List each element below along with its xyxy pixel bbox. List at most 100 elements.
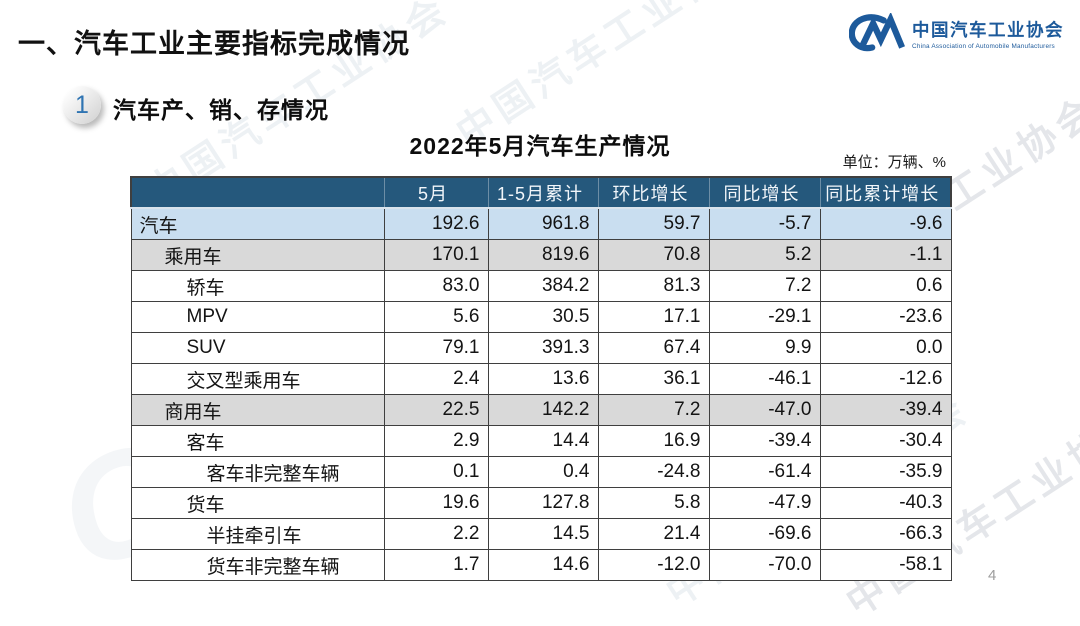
- table-row: 商用车 22.5 142.2 7.2 -47.0 -39.4: [130, 394, 952, 426]
- column-header: 环比增长: [597, 176, 710, 209]
- table-row: SUV 79.1 391.3 67.4 9.9 0.0: [130, 332, 952, 364]
- cell-value: 0.1: [383, 456, 489, 488]
- row-label: 货车非完整车辆: [130, 549, 385, 581]
- cell-value: -12.0: [597, 549, 710, 581]
- cell-value: -24.8: [597, 456, 710, 488]
- cell-value: -39.4: [819, 394, 952, 426]
- cell-value: 13.6: [487, 363, 599, 395]
- unit-label: 单位：万辆、%: [842, 154, 946, 171]
- cell-value: -23.6: [819, 301, 952, 333]
- row-label: 商用车: [130, 394, 385, 426]
- cell-value: 5.6: [383, 301, 489, 333]
- caam-logo-icon: [848, 11, 906, 58]
- cell-value: 67.4: [597, 332, 710, 364]
- cell-value: -61.4: [708, 456, 821, 488]
- cell-value: -70.0: [708, 549, 821, 581]
- row-label: 半挂牵引车: [130, 518, 385, 550]
- cell-value: 30.5: [487, 301, 599, 333]
- cell-value: 19.6: [383, 487, 489, 519]
- row-label: 货车: [130, 487, 385, 519]
- cell-value: 81.3: [597, 270, 710, 302]
- cell-value: 9.9: [708, 332, 821, 364]
- cell-value: -46.1: [708, 363, 821, 395]
- cell-value: 7.2: [708, 270, 821, 302]
- table-row: 货车 19.6 127.8 5.8 -47.9 -40.3: [130, 487, 952, 519]
- cell-value: -29.1: [708, 301, 821, 333]
- cell-value: 170.1: [383, 239, 489, 271]
- table-title: 2022年5月汽车生产情况: [409, 133, 671, 159]
- cell-value: -9.6: [819, 207, 952, 240]
- cell-value: 0.4: [487, 456, 599, 488]
- cell-value: 83.0: [383, 270, 489, 302]
- cell-value: 59.7: [597, 207, 710, 240]
- page-number: 4: [988, 567, 997, 584]
- table-row: 货车非完整车辆 1.7 14.6 -12.0 -70.0 -58.1: [130, 549, 952, 581]
- cell-value: 14.5: [487, 518, 599, 550]
- cell-value: 2.2: [383, 518, 489, 550]
- table-row: 客车非完整车辆 0.1 0.4 -24.8 -61.4 -35.9: [130, 456, 952, 488]
- table-row: 汽车 192.6 961.8 59.7 -5.7 -9.6: [130, 207, 952, 240]
- section-number-badge: 1: [63, 86, 101, 124]
- cell-value: -35.9: [819, 456, 952, 488]
- row-label: 汽车: [130, 207, 385, 240]
- column-header: 同比增长: [708, 176, 821, 209]
- cell-value: -40.3: [819, 487, 952, 519]
- table-row: 半挂牵引车 2.2 14.5 21.4 -69.6 -66.3: [130, 518, 952, 550]
- cell-value: 127.8: [487, 487, 599, 519]
- logo-name-cn: 中国汽车工业协会: [912, 20, 1064, 41]
- row-label: 轿车: [130, 270, 385, 302]
- cell-value: -47.0: [708, 394, 821, 426]
- cell-value: 36.1: [597, 363, 710, 395]
- cell-value: 16.9: [597, 425, 710, 457]
- logo-name-en: China Association of Automobile Manufact…: [912, 42, 1055, 50]
- cell-value: 70.8: [597, 239, 710, 271]
- row-label: 客车非完整车辆: [130, 456, 385, 488]
- cell-value: -58.1: [819, 549, 952, 581]
- table-header-row: 5月 1-5月累计 环比增长 同比增长 同比累计增长: [130, 176, 952, 209]
- cell-value: 0.6: [819, 270, 952, 302]
- cell-value: 79.1: [383, 332, 489, 364]
- cell-value: 14.6: [487, 549, 599, 581]
- cell-value: 2.9: [383, 425, 489, 457]
- cell-value: 142.2: [487, 394, 599, 426]
- cell-value: 0.0: [819, 332, 952, 364]
- row-label: 客车: [130, 425, 385, 457]
- cell-value: 21.4: [597, 518, 710, 550]
- cell-value: -66.3: [819, 518, 952, 550]
- cell-value: 961.8: [487, 207, 599, 240]
- caam-logo: 中国汽车工业协会 China Association of Automobile…: [848, 11, 1064, 58]
- table-row: MPV 5.6 30.5 17.1 -29.1 -23.6: [130, 301, 952, 333]
- cell-value: -39.4: [708, 425, 821, 457]
- section-title: 汽车产、销、存情况: [113, 97, 329, 123]
- cell-value: 192.6: [383, 207, 489, 240]
- cell-value: 22.5: [383, 394, 489, 426]
- row-label: 乘用车: [130, 239, 385, 271]
- cell-value: -30.4: [819, 425, 952, 457]
- cell-value: -69.6: [708, 518, 821, 550]
- column-header: 5月: [383, 176, 489, 209]
- cell-value: 7.2: [597, 394, 710, 426]
- cell-value: 819.6: [487, 239, 599, 271]
- cell-value: 384.2: [487, 270, 599, 302]
- cell-value: 5.8: [597, 487, 710, 519]
- row-label: 交叉型乘用车: [130, 363, 385, 395]
- production-table: 5月 1-5月累计 环比增长 同比增长 同比累计增长 汽车 192.6 961.8 5…: [130, 176, 952, 581]
- row-label: SUV: [130, 332, 385, 364]
- column-header: 1-5月累计: [487, 176, 599, 209]
- column-header: 同比累计增长: [819, 176, 952, 209]
- table-row: 交叉型乘用车 2.4 13.6 36.1 -46.1 -12.6: [130, 363, 952, 395]
- cell-value: 1.7: [383, 549, 489, 581]
- cell-value: 391.3: [487, 332, 599, 364]
- page-title: 一、汽车工业主要指标完成情况: [18, 29, 410, 59]
- table-row: 轿车 83.0 384.2 81.3 7.2 0.6: [130, 270, 952, 302]
- cell-value: -47.9: [708, 487, 821, 519]
- cell-value: -1.1: [819, 239, 952, 271]
- cell-value: -12.6: [819, 363, 952, 395]
- row-label: MPV: [130, 301, 385, 333]
- cell-value: 14.4: [487, 425, 599, 457]
- cell-value: 2.4: [383, 363, 489, 395]
- table-row: 客车 2.9 14.4 16.9 -39.4 -30.4: [130, 425, 952, 457]
- cell-value: -5.7: [708, 207, 821, 240]
- cell-value: 17.1: [597, 301, 710, 333]
- cell-value: 5.2: [708, 239, 821, 271]
